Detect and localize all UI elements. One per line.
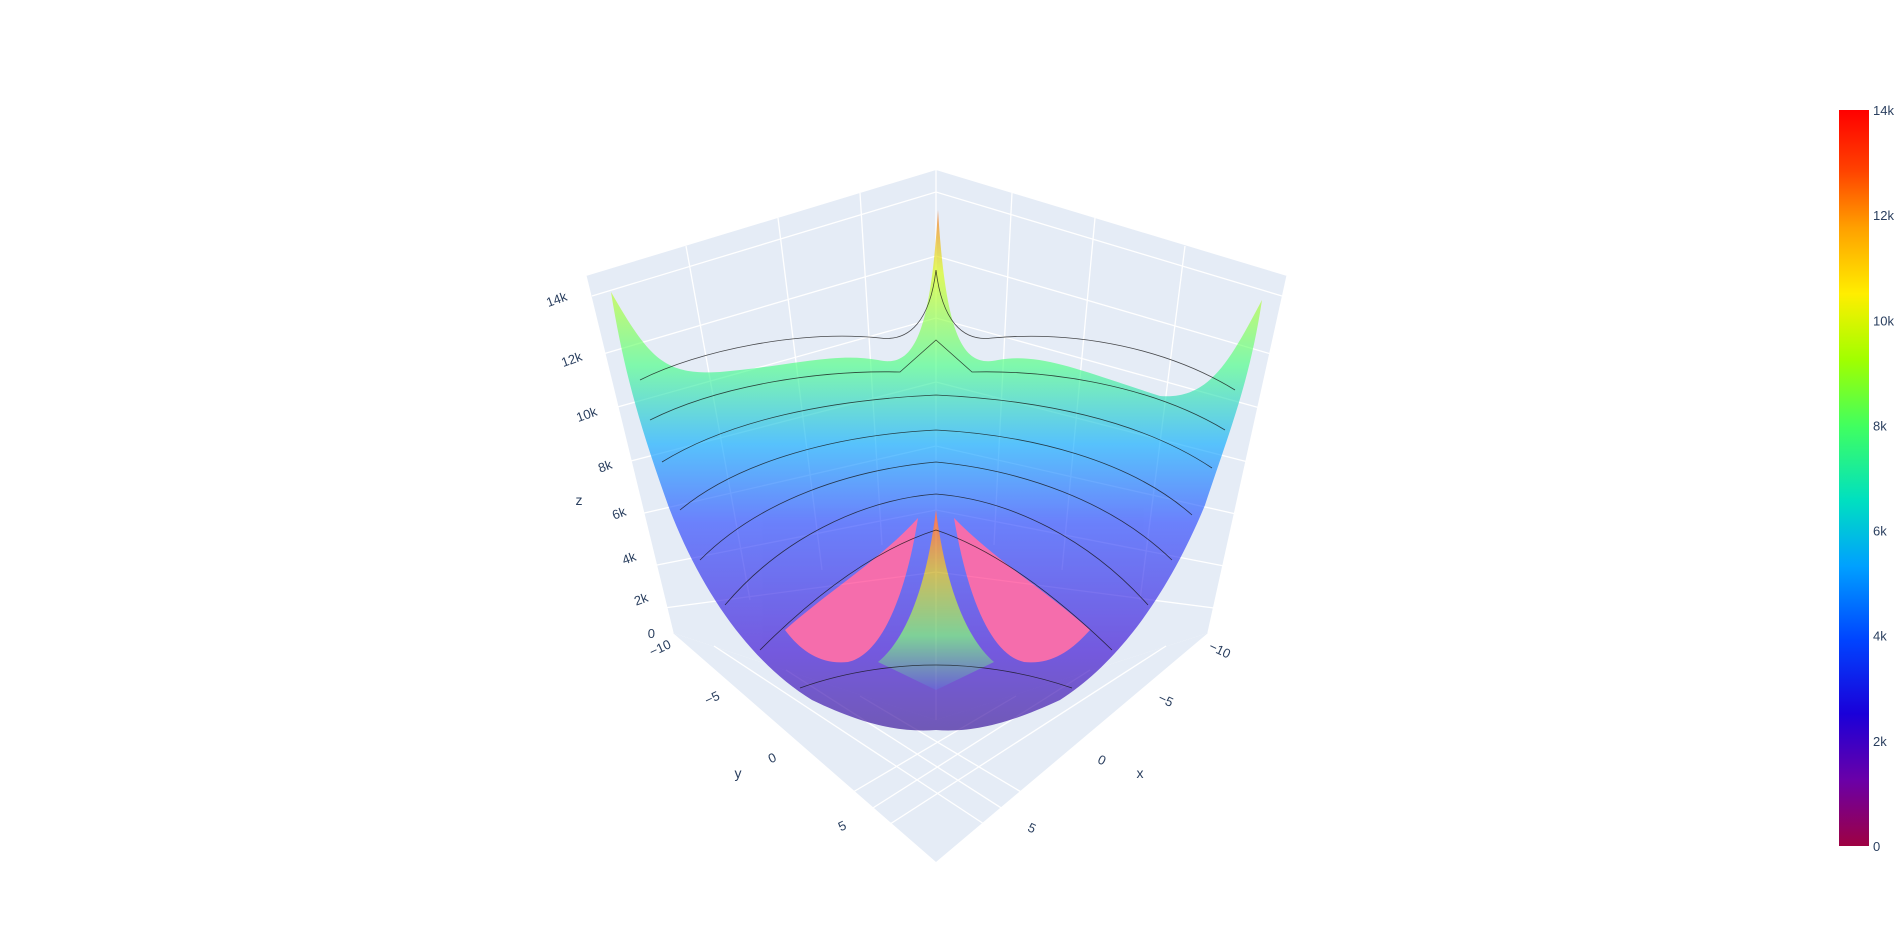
y-tick-5: 5	[836, 818, 849, 835]
colorbar-tick-label: 4k	[1873, 629, 1887, 644]
colorbar-tick-label: 10k	[1873, 313, 1894, 328]
x-tick-neg10: −10	[1207, 638, 1233, 661]
z-tick-8k: 8k	[596, 457, 615, 476]
z-axis-title: z	[576, 492, 583, 508]
colorbar-tick-label: 6k	[1873, 524, 1887, 539]
x-tick-neg5: −5	[1156, 690, 1176, 710]
colorbar-gradient	[1839, 110, 1869, 846]
surface-body[interactable]	[611, 210, 1262, 731]
colorbar-tick-label: 14k	[1873, 103, 1894, 118]
z-tick-0: 0	[648, 626, 655, 641]
colorbar-tick-label: 0	[1873, 839, 1880, 854]
y-tick-0: 0	[766, 750, 779, 767]
z-tick-6k: 6k	[610, 504, 629, 523]
colorbar: 0 2k 4k 6k 8k 10k 12k 14k	[1839, 103, 1894, 854]
colorbar-ticks: 0 2k 4k 6k 8k 10k 12k 14k	[1873, 103, 1894, 854]
colorbar-tick-label: 8k	[1873, 418, 1887, 433]
x-tick-5: 5	[1025, 820, 1038, 837]
x-tick-0: 0	[1095, 752, 1108, 769]
z-tick-2k: 2k	[632, 590, 651, 609]
colorbar-tick-label: 2k	[1873, 734, 1887, 749]
z-axis-ticks: 14k 12k 10k 8k 6k 4k 2k 0 z	[544, 289, 655, 641]
z-tick-12k: 12k	[559, 349, 584, 370]
z-tick-4k: 4k	[620, 549, 639, 568]
z-tick-10k: 10k	[574, 404, 599, 425]
y-axis-title: y	[735, 765, 742, 781]
z-tick-14k: 14k	[544, 289, 569, 310]
surface-inner-left[interactable]	[785, 518, 918, 663]
y-tick-neg5: −5	[702, 688, 722, 708]
contour-lines	[639, 269, 1236, 689]
x-axis-title: x	[1137, 765, 1144, 781]
surface-mesh[interactable]	[611, 210, 1262, 731]
surface-center-ridge[interactable]	[878, 510, 994, 690]
colorbar-tick-label: 12k	[1873, 208, 1894, 223]
surface-inner-right[interactable]	[954, 518, 1090, 663]
